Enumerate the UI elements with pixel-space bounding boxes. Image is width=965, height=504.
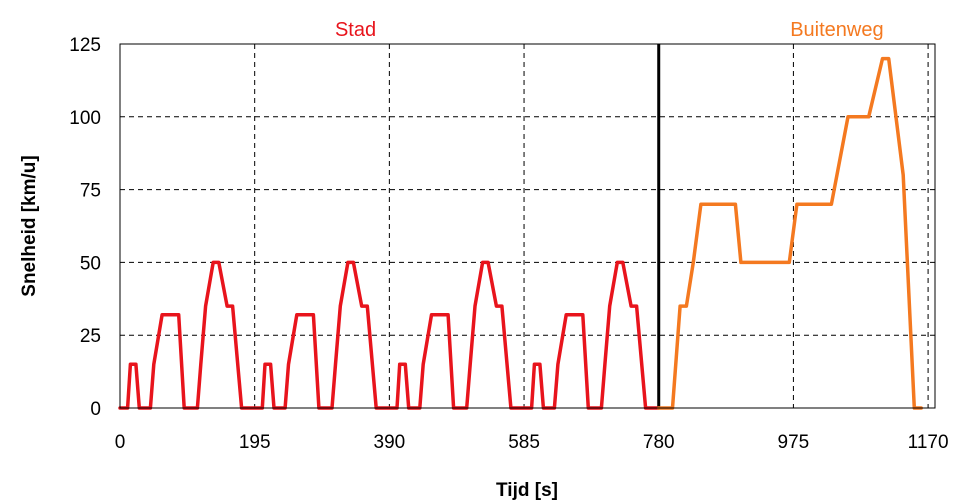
y-tick-label: 75: [80, 181, 101, 202]
y-tick-labels: 0 25 50 75 100 125: [69, 35, 101, 420]
x-tick-label: 780: [643, 432, 675, 453]
x-axis-label: Tijd [s]: [496, 480, 558, 501]
x-tick-label: 0: [115, 432, 126, 453]
y-tick-label: 25: [80, 326, 101, 347]
region-labels: Stad Buitenweg: [335, 19, 884, 41]
region-label-stad: Stad: [335, 19, 376, 41]
x-tick-label: 1170: [908, 432, 949, 453]
plot-frame: [119, 43, 936, 409]
y-tick-label: 100: [69, 108, 101, 129]
x-tick-label: 195: [239, 432, 271, 453]
x-tick-label: 390: [374, 432, 406, 453]
x-tick-label: 585: [508, 432, 540, 453]
series-line-buitenweg: [656, 56, 923, 410]
y-tick-label: 50: [80, 253, 101, 274]
x-tick-label: 975: [778, 432, 810, 453]
y-axis-label: Snelheid [km/u]: [19, 155, 40, 296]
plot-area: [120, 44, 935, 408]
y-tick-label: 125: [69, 35, 101, 56]
region-label-buitenweg: Buitenweg: [790, 19, 883, 41]
x-tick-labels: 0 195 390 585 780 975 1170: [115, 432, 949, 453]
y-tick-label: 0: [90, 399, 101, 420]
